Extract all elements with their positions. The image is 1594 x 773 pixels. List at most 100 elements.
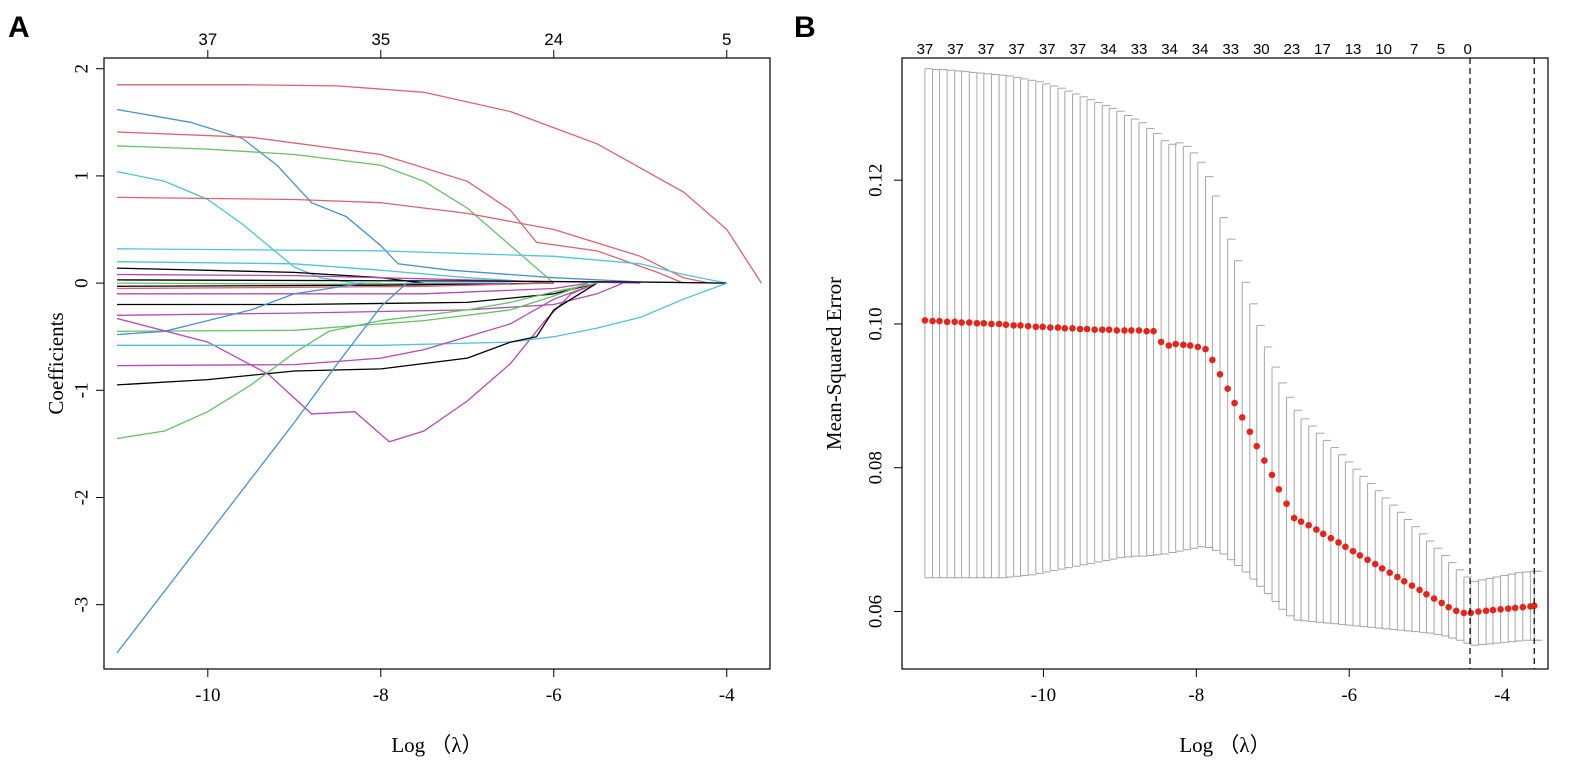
mse-point [1489, 606, 1497, 614]
mse-point [1423, 590, 1430, 598]
mse-point [1061, 324, 1069, 332]
top-count-label-b: 5 [1437, 41, 1445, 58]
mse-point [1290, 514, 1298, 522]
mse-point [965, 319, 973, 326]
y-tick-label-a: 2 [72, 64, 93, 74]
cv-error-plot: -10 -8 -6 -4 0.060.080.100.12 37 37 37 37 37 37 3… [822, 41, 1549, 757]
y-tick-label-a: 0 [72, 278, 93, 288]
x-tick-label-a: -6 [546, 685, 562, 706]
top-count-label-b: 34 [1100, 41, 1117, 58]
mse-point [1297, 518, 1305, 525]
mse-point [1231, 399, 1238, 407]
y-axis-title-b: Mean-Squared Error [822, 277, 846, 450]
coefficient-path-19 [116, 282, 364, 336]
mse-point [921, 317, 929, 324]
mse-point [1150, 327, 1157, 335]
mse-point [1268, 471, 1276, 479]
plot-frame-b [901, 57, 1549, 670]
x-axis-title-b: Log （λ） [1179, 733, 1270, 757]
mse-point [1157, 338, 1165, 346]
y-axis-b: 0.06 0.08 0.10 0.12 [866, 164, 902, 628]
mse-point [1186, 342, 1194, 349]
coefficient-path-1 [117, 84, 762, 284]
top-count-label-b: 37 [1069, 41, 1086, 58]
mse-point [1246, 428, 1254, 436]
mse-point [1408, 582, 1416, 589]
top-count-label-b: 23 [1284, 41, 1301, 58]
top-count-label-b: 33 [1222, 41, 1239, 58]
top-count-label-a: 24 [544, 30, 563, 49]
mse-point [1519, 603, 1527, 611]
y-tick-label-b: 0.08 [866, 451, 887, 484]
mse-point [1202, 345, 1209, 353]
top-count-label-a: 35 [371, 30, 390, 49]
mse-point [1253, 442, 1261, 450]
x-axis-title-a: Log （λ） [391, 733, 482, 757]
mse-point [1047, 324, 1054, 331]
mse-point [1054, 324, 1062, 331]
mse-point [1416, 586, 1423, 594]
mse-point [1069, 324, 1076, 332]
mse-point [1128, 327, 1135, 334]
mse-point [1430, 595, 1438, 602]
error-bars [924, 68, 1543, 646]
mse-point [1039, 323, 1046, 331]
mse-point [1024, 322, 1032, 330]
y-tick-label-b: 0.10 [866, 307, 887, 340]
mse-point [1356, 552, 1364, 559]
mse-point [1460, 609, 1468, 617]
mse-point [1438, 599, 1446, 607]
top-count-label-b: 34 [1192, 41, 1209, 58]
top-count-label-b: 37 [978, 41, 995, 58]
mse-point [1530, 602, 1538, 610]
x-tick-label-a: -4 [719, 685, 735, 706]
x-axis-b: -10 -8 -6 -4 [1031, 669, 1511, 706]
panel-label-a: A [8, 11, 30, 44]
x-tick-label-b: -8 [1188, 685, 1204, 706]
coefficient-path-7 [116, 248, 727, 284]
coefficient-path-21 [117, 282, 728, 346]
top-count-label-b: 37 [947, 41, 964, 58]
mse-point [1504, 605, 1512, 612]
coefficient-path-17 [116, 282, 624, 316]
mse-point [1135, 327, 1143, 334]
top-count-label-b: 30 [1253, 41, 1270, 58]
mse-point [1475, 608, 1482, 615]
mse-point [1400, 578, 1408, 585]
coefficient-path-2 [116, 108, 727, 284]
mse-point [1319, 530, 1327, 538]
mse-point [1002, 321, 1010, 328]
mse-point [1349, 547, 1357, 555]
mse-point [1261, 457, 1268, 464]
mse-point [1238, 414, 1246, 421]
mse-point [1032, 323, 1040, 331]
top-count-label-a: 5 [722, 30, 731, 49]
y-axis-a: -3 -2 -1 0 1 2 [72, 64, 104, 613]
top-count-label-b: 37 [1008, 41, 1025, 58]
coefficient-path-5 [116, 170, 381, 284]
mse-point [1467, 609, 1475, 617]
top-count-label-b: 33 [1131, 41, 1148, 58]
x-axis-a: -10 -8 -6 -4 [195, 669, 735, 706]
mse-point [1121, 327, 1128, 334]
coefficient-path-9 [116, 261, 554, 284]
mse-point [980, 319, 988, 327]
mse-point [1482, 607, 1490, 615]
x-tick-label-a: -10 [195, 685, 220, 706]
y-tick-label-a: -2 [72, 490, 93, 506]
mse-point [1275, 485, 1283, 493]
mse-point [1452, 607, 1460, 615]
mse-point [973, 319, 981, 327]
coefficient-path-23 [116, 282, 598, 386]
mse-point [943, 318, 951, 326]
mse-point [1165, 342, 1173, 349]
mse-point [1497, 606, 1504, 613]
mse-point [1386, 569, 1394, 576]
x-tick-label-b: -4 [1494, 685, 1510, 706]
y-tick-label-b: 0.12 [866, 164, 887, 197]
coefficient-path-18 [116, 282, 589, 332]
mse-point [936, 317, 943, 325]
mse-point [951, 318, 959, 326]
mse-point [1194, 343, 1202, 351]
